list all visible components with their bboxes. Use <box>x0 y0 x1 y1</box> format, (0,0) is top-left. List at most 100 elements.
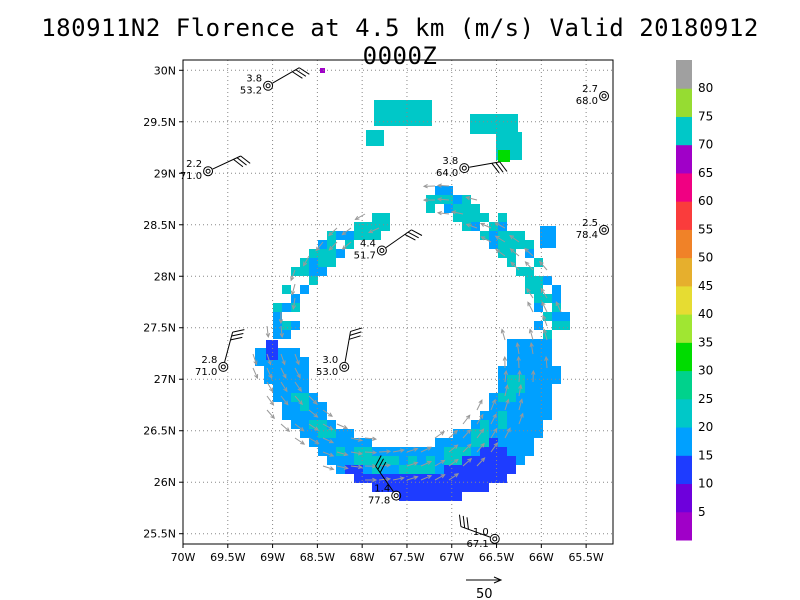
field-cell <box>498 366 507 375</box>
field-cell <box>471 438 480 447</box>
field-cell <box>372 474 381 483</box>
station-lower-label: 71.0 <box>195 367 217 378</box>
field-cell <box>480 474 489 483</box>
field-cell <box>300 384 309 393</box>
field-cell <box>507 411 516 420</box>
field-cell <box>552 312 561 321</box>
field-cell <box>291 267 300 276</box>
field-cell <box>489 474 498 483</box>
field-cell <box>471 429 480 438</box>
field-cell <box>534 348 543 357</box>
field-cell <box>327 447 336 456</box>
wind-vector <box>280 353 286 366</box>
wind-vector <box>542 314 548 327</box>
colorbar-swatch <box>676 398 692 428</box>
field-cell <box>372 213 381 222</box>
field-cell <box>543 384 552 393</box>
field-cell <box>507 465 516 474</box>
field-cell <box>525 276 534 285</box>
x-tick-label: 69.5W <box>210 551 245 564</box>
field-cell <box>444 186 453 195</box>
field-cell <box>300 267 309 276</box>
field-cell <box>462 438 471 447</box>
wind-vector <box>504 427 511 439</box>
field-cell <box>561 312 570 321</box>
field-cell <box>480 483 489 492</box>
field-cell <box>552 321 561 330</box>
field-cell <box>507 429 516 438</box>
field-cell <box>543 348 552 357</box>
field-cell <box>417 474 426 483</box>
field-cell <box>525 240 534 249</box>
field-cell <box>273 393 282 402</box>
wind-vector <box>406 447 419 453</box>
field-cell <box>408 456 417 465</box>
station-upper-label: 3.8 <box>246 74 262 85</box>
wind-vector <box>294 353 300 366</box>
station-marker: 2.768.0 <box>576 84 610 107</box>
field-cell <box>444 204 453 213</box>
field-cell <box>507 339 516 348</box>
field-cell <box>453 447 462 456</box>
field-cell <box>264 357 273 366</box>
wind-vector <box>436 183 450 188</box>
field-cell <box>516 402 525 411</box>
field-cell <box>489 465 498 474</box>
field-cell <box>453 465 462 474</box>
field-cell <box>552 285 561 294</box>
wind-vector <box>364 450 378 455</box>
field-cell <box>453 213 462 222</box>
field-cell <box>300 375 309 384</box>
wind-vector <box>336 465 349 470</box>
wind-barb-feather <box>348 335 361 340</box>
wind-vector <box>322 465 335 471</box>
field-cell <box>534 303 543 312</box>
colorbar-swatch <box>676 427 692 456</box>
field-cell <box>525 438 534 447</box>
wind-vector <box>308 437 320 444</box>
wind-vector <box>354 213 366 220</box>
field-cell <box>300 420 309 429</box>
field-cell <box>381 474 390 483</box>
field-cell <box>498 213 507 222</box>
station-upper-label: 2.8 <box>201 355 217 366</box>
field-cell <box>435 492 444 501</box>
wind-barb-feather <box>236 157 247 166</box>
field-cell <box>471 456 480 465</box>
wind-vector <box>436 197 450 202</box>
field-cell <box>525 420 534 429</box>
field-cell <box>291 303 300 312</box>
field-cell <box>507 384 516 393</box>
field-cell <box>525 366 534 375</box>
wind-vector <box>294 367 301 379</box>
field-cell <box>318 402 327 411</box>
field-cell <box>471 204 480 213</box>
field-cell <box>471 447 480 456</box>
field-cell <box>561 321 570 330</box>
station-lower-label: 78.4 <box>576 230 598 241</box>
field-cell <box>471 465 480 474</box>
wind-vector <box>280 395 289 406</box>
field-cell <box>282 402 291 411</box>
wind-speed-field <box>255 68 570 501</box>
field-cell <box>525 339 534 348</box>
field-cell <box>426 483 435 492</box>
field-cell <box>462 195 471 204</box>
station-marker: 2.578.4 <box>576 218 610 241</box>
field-cell <box>525 447 534 456</box>
wind-vector <box>294 395 303 406</box>
reference-vector: 50 <box>466 576 503 600</box>
field-cell <box>543 276 552 285</box>
field-cell <box>489 447 498 456</box>
station-upper-label: 3.0 <box>322 355 338 366</box>
field-cell <box>417 456 426 465</box>
colorbar-swatch <box>676 144 692 174</box>
wind-vector <box>266 353 272 366</box>
field-cell <box>543 393 552 402</box>
color-scale-bar: 5 10 15 20 25 30 35 40 45 50 55 60 65 70 75 80 <box>676 60 713 541</box>
field-cell <box>462 204 471 213</box>
field-cell <box>498 465 507 474</box>
field-cell <box>273 366 282 375</box>
wind-vector <box>476 428 485 439</box>
field-cell <box>534 276 543 285</box>
